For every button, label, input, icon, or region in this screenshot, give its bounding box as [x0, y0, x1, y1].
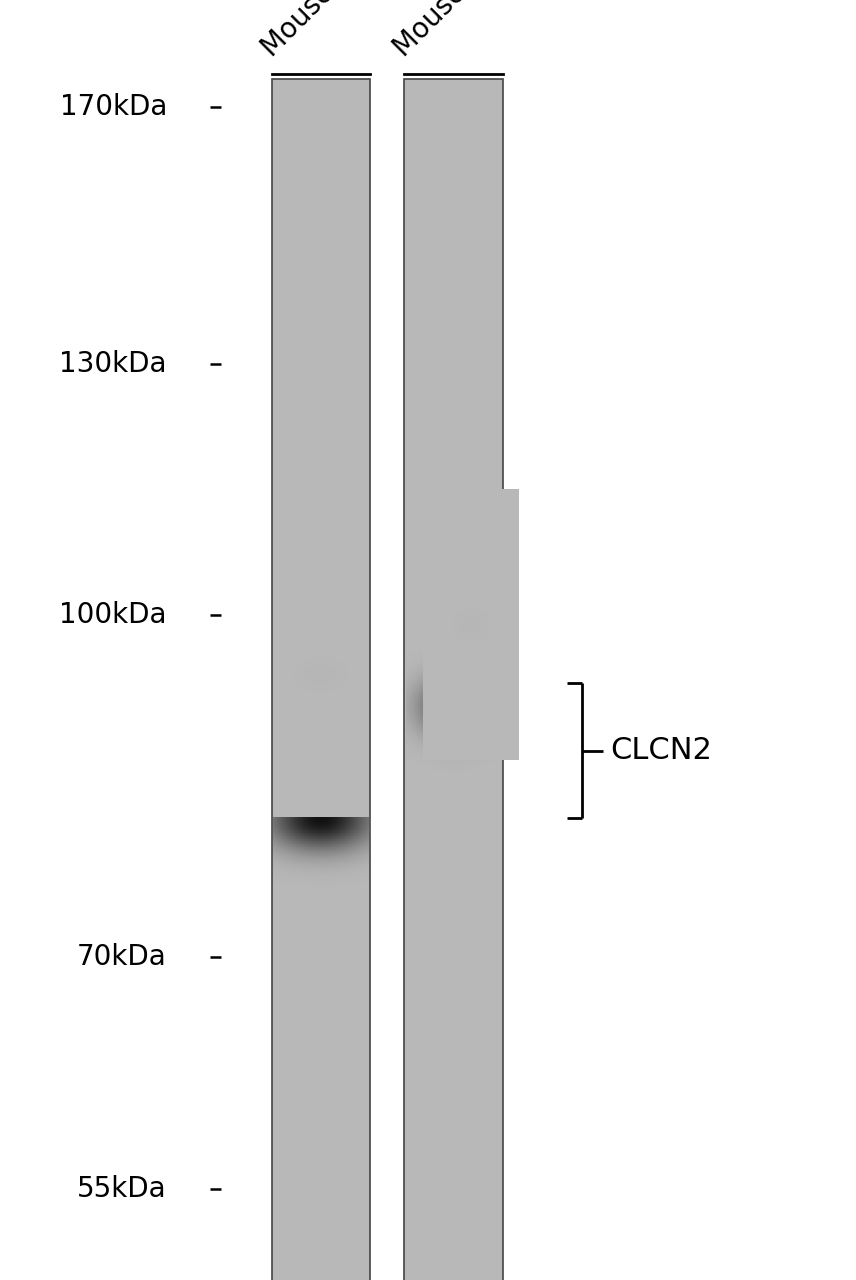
Text: 55kDa: 55kDa — [77, 1175, 167, 1203]
Text: CLCN2: CLCN2 — [610, 736, 712, 765]
Text: 130kDa: 130kDa — [59, 349, 167, 378]
Text: 170kDa: 170kDa — [60, 92, 167, 120]
Bar — [405, 79, 503, 1280]
Text: Mouse brain: Mouse brain — [256, 0, 396, 63]
Text: 70kDa: 70kDa — [77, 943, 167, 972]
Bar — [272, 79, 370, 1280]
Text: Mouse testis: Mouse testis — [389, 0, 532, 63]
Text: 100kDa: 100kDa — [59, 602, 167, 630]
